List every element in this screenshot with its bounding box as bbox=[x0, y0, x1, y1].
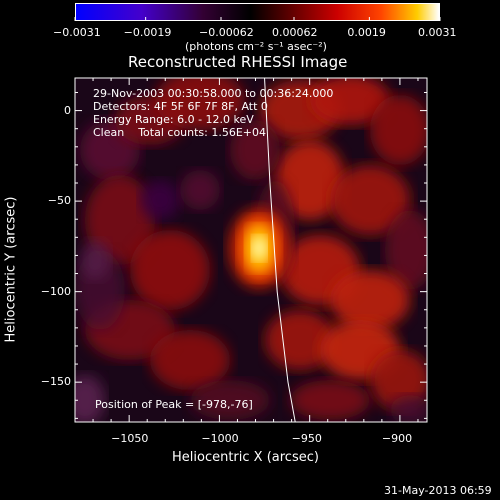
heatmap-blob bbox=[150, 330, 230, 390]
x-tick-label: −1000 bbox=[201, 432, 239, 445]
heatmap-blob bbox=[330, 165, 410, 235]
x-tick-label: −900 bbox=[381, 432, 413, 445]
plot-frame bbox=[74, 77, 428, 423]
colorbar-tick-label: 0.0031 bbox=[418, 26, 457, 39]
annotation-energy-range: Energy Range: 6.0 - 12.0 keV bbox=[93, 113, 254, 126]
heatmap-blob bbox=[390, 395, 427, 422]
solar-limb-line bbox=[264, 78, 296, 422]
y-axis-label: Heliocentric Y (arcsec) bbox=[3, 196, 19, 343]
y-tick-label: −100 bbox=[40, 284, 71, 298]
y-tick-label: −150 bbox=[40, 375, 71, 389]
colorbar-tick-label: 0.0019 bbox=[347, 26, 386, 39]
colorbar-tick-label: −0.0019 bbox=[123, 26, 172, 39]
heatmap-blob bbox=[75, 375, 105, 422]
heatmap-blob bbox=[190, 380, 270, 420]
colorbar-unit-label: (photons cm⁻² s⁻¹ asec⁻²) bbox=[185, 40, 327, 53]
heatmap-blob bbox=[385, 210, 427, 290]
x-axis-label: Heliocentric X (arcsec) bbox=[172, 450, 319, 465]
heatmap-blob bbox=[370, 95, 427, 165]
colorbar-tick-label: −0.00062 bbox=[199, 26, 254, 39]
x-tick-label: −950 bbox=[291, 432, 322, 445]
annotation-detectors: Detectors: 4F 5F 6F 7F 8F, Att 0 bbox=[93, 100, 268, 113]
annotation-clean-counts: Clean Total counts: 1.56E+04 bbox=[93, 126, 267, 139]
colorbar-tick-label: −0.0031 bbox=[53, 26, 101, 39]
heatmap-blob bbox=[85, 175, 155, 265]
chart-title: Reconstructed RHESSI Image bbox=[128, 53, 348, 71]
heatmap-blob bbox=[290, 380, 370, 420]
colorbar bbox=[75, 3, 440, 21]
heatmap-blob bbox=[330, 270, 410, 330]
heatmap-blob bbox=[275, 140, 345, 220]
footer-timestamp: 31-May-2013 06:59 bbox=[384, 484, 492, 497]
annotation-time-range: 29-Nov-2003 00:30:58.000 to 00:36:24.000 bbox=[93, 87, 334, 100]
peak-source bbox=[252, 236, 267, 261]
x-tick-label: −1050 bbox=[111, 432, 149, 445]
heatmap-blob bbox=[370, 350, 427, 410]
heatmap-blob bbox=[180, 170, 220, 210]
heatmap-blob bbox=[80, 240, 110, 280]
heatmap-blob bbox=[265, 310, 335, 370]
heatmap-blob bbox=[155, 78, 245, 130]
heatmap-blob bbox=[310, 78, 390, 125]
heatmap-blob bbox=[140, 180, 180, 220]
y-tick-label: −50 bbox=[47, 194, 71, 208]
colorbar-tick-label: 0.00062 bbox=[272, 26, 318, 39]
heatmap-blob bbox=[130, 230, 210, 310]
y-tick-label: 0 bbox=[64, 103, 71, 117]
peak-position-label: Position of Peak = [-978,-76] bbox=[95, 398, 253, 411]
